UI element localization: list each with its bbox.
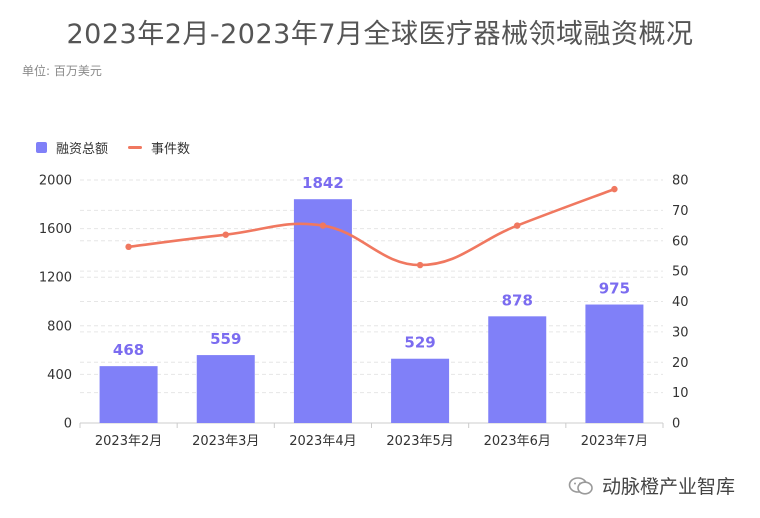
x-tick-label: 2023年7月: [581, 434, 648, 449]
bar: [391, 358, 450, 423]
x-tick-label: 2023年6月: [484, 434, 551, 449]
chart-title: 2023年2月-2023年7月全球医疗器械领域融资概况: [66, 19, 694, 50]
bar-value-label: 559: [210, 330, 241, 348]
bar-value-label: 1842: [302, 174, 344, 192]
y-right-tick-label: 60: [672, 234, 689, 249]
bar-value-label: 878: [502, 291, 533, 309]
bar-value-label: 468: [113, 341, 144, 359]
line-point: [514, 222, 521, 229]
y-left-tick-label: 400: [47, 368, 72, 383]
watermark-text: 动脉橙产业智库: [602, 476, 736, 498]
line-point: [222, 231, 229, 238]
watermark: 动脉橙产业智库: [568, 472, 735, 499]
bar: [99, 366, 158, 423]
unit-label: 单位: 百万美元: [22, 64, 102, 78]
line-point: [319, 222, 327, 229]
bar: [488, 316, 547, 423]
y-right-tick-label: 50: [672, 265, 689, 280]
y-right-tick-label: 30: [672, 325, 689, 340]
bar: [585, 304, 644, 423]
y-right-tick-label: 10: [672, 386, 689, 401]
line-point: [125, 243, 132, 251]
wechat-icon: [568, 476, 593, 495]
y-right-tick-label: 40: [672, 295, 689, 310]
bar-value-label: 529: [404, 334, 435, 352]
bar: [293, 199, 352, 423]
legend-line-swatch: [128, 146, 143, 149]
x-tick-label: 2023年5月: [386, 434, 453, 449]
y-right-tick-label: 0: [672, 417, 680, 432]
line-point: [416, 261, 424, 269]
y-right-tick-label: 20: [672, 356, 689, 371]
bar: [196, 355, 255, 423]
legend-bar-label: 融资总额: [56, 142, 109, 157]
legend-line-label: 事件数: [151, 142, 191, 157]
legend-bar-swatch: [36, 142, 47, 153]
y-left-tick-label: 1200: [39, 271, 72, 286]
x-tick-label: 2023年2月: [95, 434, 162, 449]
x-tick-label: 2023年4月: [289, 434, 356, 449]
y-right-tick-label: 70: [672, 204, 689, 219]
y-left-tick-label: 0: [64, 417, 72, 432]
y-left-tick-label: 2000: [39, 174, 72, 189]
bar-value-label: 975: [599, 280, 630, 298]
y-left-tick-label: 800: [47, 319, 72, 334]
legend: 融资总额 事件数: [36, 138, 190, 157]
y-left-tick-label: 1600: [39, 222, 72, 237]
line-point: [611, 185, 618, 193]
x-tick-label: 2023年3月: [192, 434, 259, 449]
y-right-tick-label: 80: [672, 174, 689, 189]
series-line-events: [127, 187, 616, 267]
